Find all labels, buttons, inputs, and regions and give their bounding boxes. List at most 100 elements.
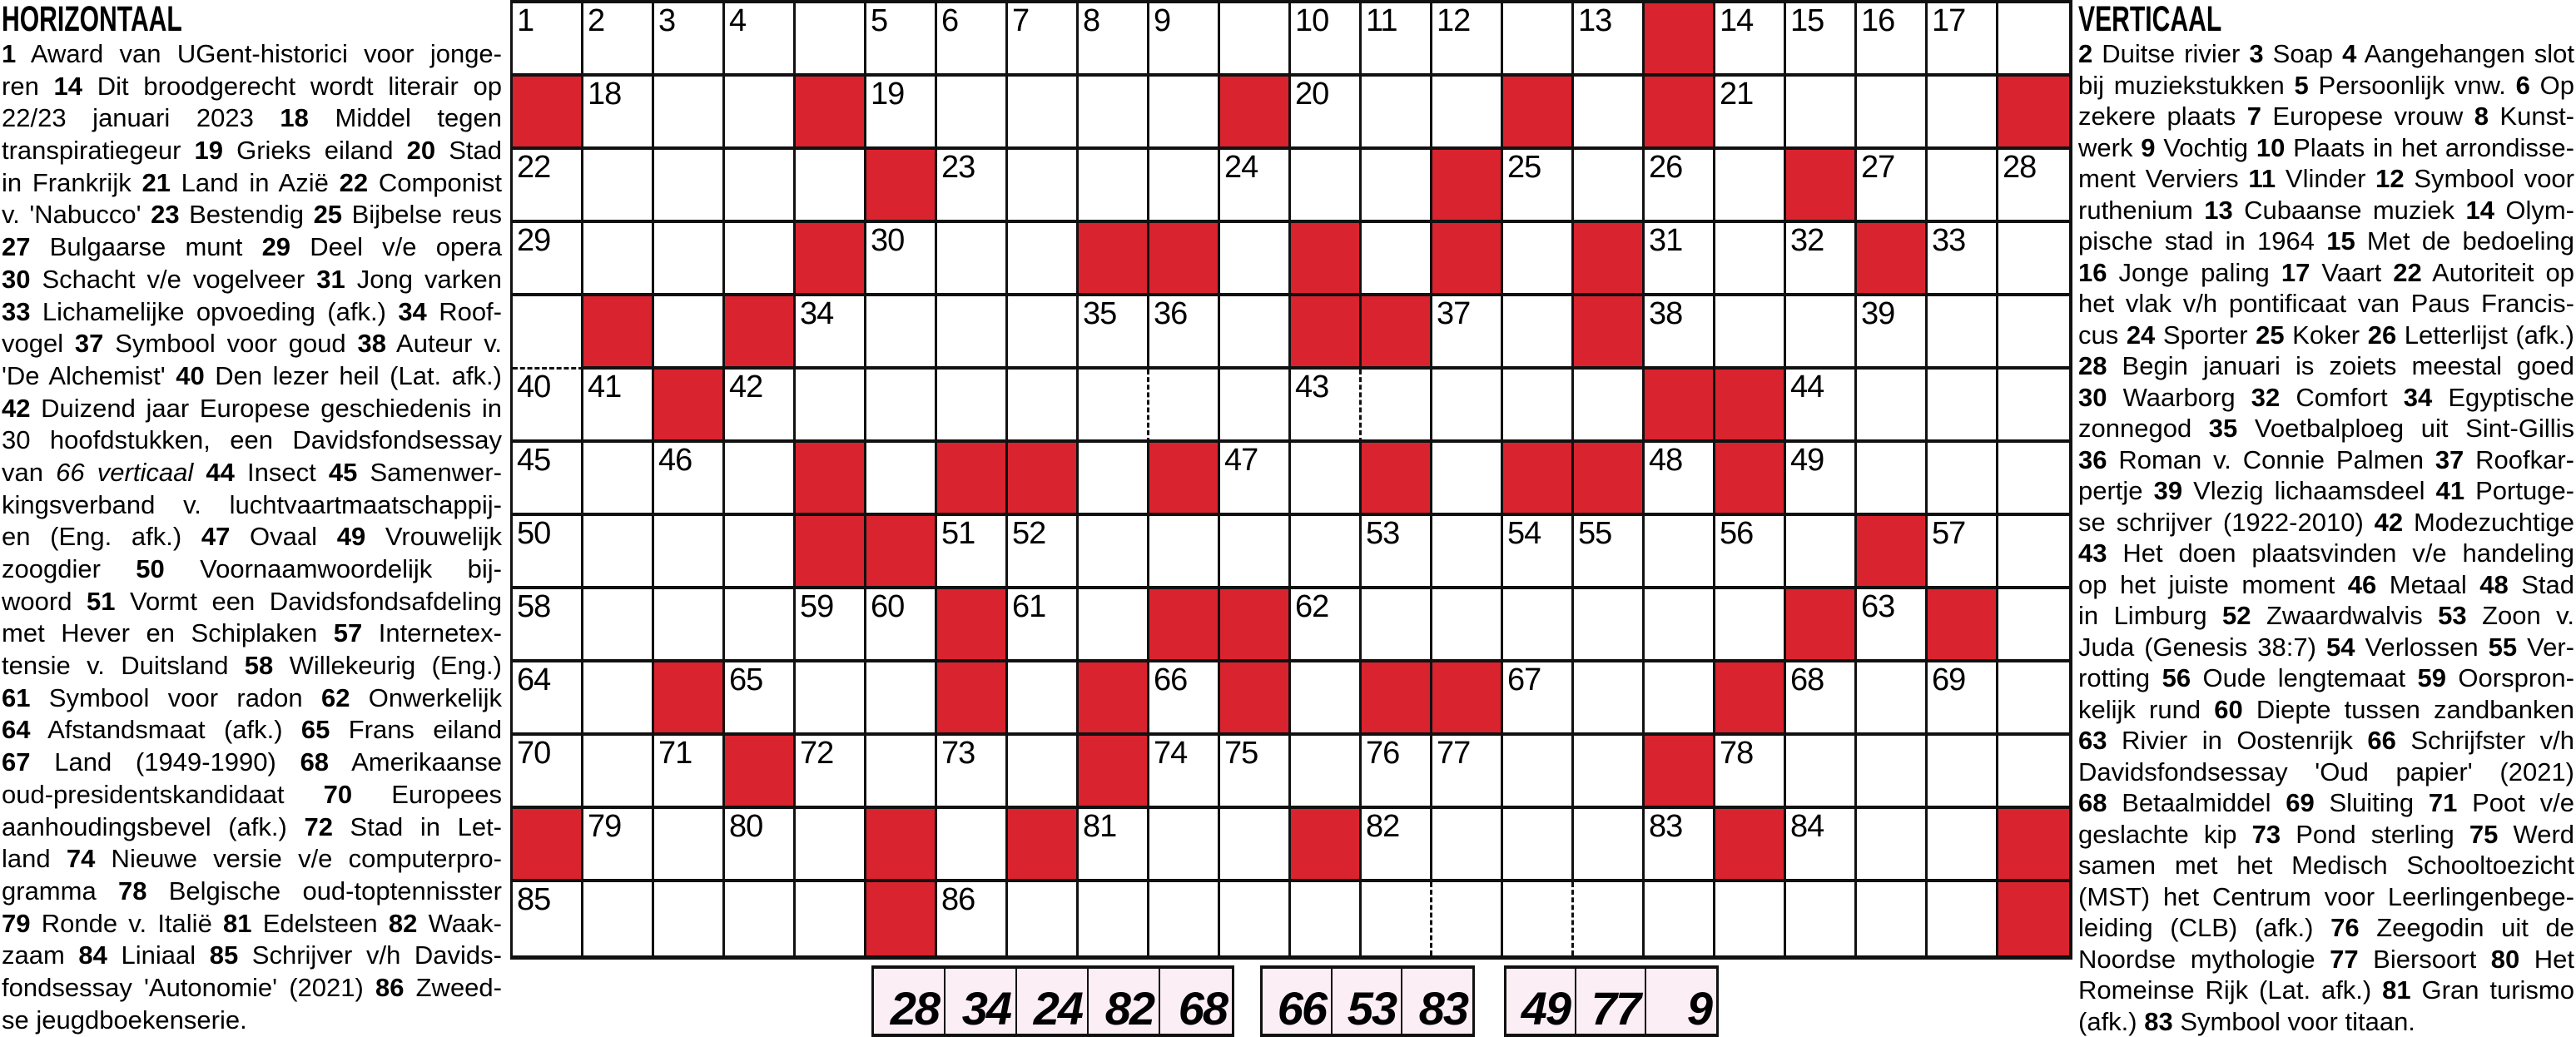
grid-cell[interactable]: [796, 662, 866, 736]
grid-cell[interactable]: [725, 150, 796, 223]
solution-letter-box[interactable]: 83: [1402, 969, 1472, 1034]
grid-cell[interactable]: 50: [513, 516, 583, 589]
grid-cell[interactable]: [583, 882, 654, 955]
grid-cell[interactable]: [583, 150, 654, 223]
grid-cell[interactable]: [1574, 370, 1645, 443]
grid-cell[interactable]: 21: [1715, 77, 1786, 150]
grid-cell[interactable]: 45: [513, 443, 583, 516]
grid-cell[interactable]: 80: [725, 809, 796, 882]
grid-cell[interactable]: [1079, 516, 1149, 589]
grid-cell[interactable]: 81: [1079, 809, 1149, 882]
grid-cell[interactable]: [1291, 443, 1362, 516]
grid-cell[interactable]: [1928, 296, 1998, 370]
grid-cell[interactable]: [866, 296, 937, 370]
grid-cell[interactable]: 41: [583, 370, 654, 443]
grid-cell[interactable]: 71: [654, 736, 725, 809]
grid-cell[interactable]: [1574, 150, 1645, 223]
grid-cell[interactable]: [1857, 370, 1928, 443]
grid-cell[interactable]: 77: [1432, 736, 1503, 809]
grid-cell[interactable]: [1008, 77, 1079, 150]
grid-cell[interactable]: [1149, 882, 1220, 955]
grid-cell[interactable]: 58: [513, 589, 583, 662]
grid-cell[interactable]: 12: [1432, 3, 1503, 77]
grid-cell[interactable]: [1079, 589, 1149, 662]
solution-letter-box[interactable]: 24: [1017, 969, 1089, 1034]
grid-cell[interactable]: 6: [937, 3, 1008, 77]
grid-cell[interactable]: 3: [654, 3, 725, 77]
grid-cell[interactable]: [1786, 516, 1857, 589]
grid-cell[interactable]: [1079, 77, 1149, 150]
grid-cell[interactable]: [1998, 223, 2069, 296]
grid-cell[interactable]: [1715, 150, 1786, 223]
grid-cell[interactable]: 47: [1220, 443, 1291, 516]
grid-cell[interactable]: 44: [1786, 370, 1857, 443]
grid-cell[interactable]: [583, 589, 654, 662]
grid-cell[interactable]: 74: [1149, 736, 1220, 809]
grid-cell[interactable]: 30: [866, 223, 937, 296]
grid-cell[interactable]: [1786, 296, 1857, 370]
grid-cell[interactable]: 82: [1362, 809, 1432, 882]
grid-cell[interactable]: [1503, 296, 1574, 370]
grid-cell[interactable]: [1503, 589, 1574, 662]
grid-cell[interactable]: [1503, 223, 1574, 296]
grid-cell[interactable]: [654, 882, 725, 955]
grid-cell[interactable]: [725, 443, 796, 516]
grid-cell[interactable]: [1503, 3, 1574, 77]
grid-cell[interactable]: [1998, 3, 2069, 77]
grid-cell[interactable]: [654, 516, 725, 589]
grid-cell[interactable]: 13: [1574, 3, 1645, 77]
grid-cell[interactable]: 16: [1857, 3, 1928, 77]
grid-cell[interactable]: [1008, 882, 1079, 955]
grid-cell[interactable]: 39: [1857, 296, 1928, 370]
grid-cell[interactable]: [796, 809, 866, 882]
grid-cell[interactable]: [725, 882, 796, 955]
grid-cell[interactable]: [866, 662, 937, 736]
grid-cell[interactable]: [1503, 882, 1574, 955]
grid-cell[interactable]: [654, 150, 725, 223]
grid-cell[interactable]: [1291, 516, 1362, 589]
grid-cell[interactable]: 46: [654, 443, 725, 516]
grid-cell[interactable]: [937, 296, 1008, 370]
solution-letter-box[interactable]: 82: [1089, 969, 1160, 1034]
grid-cell[interactable]: [1998, 516, 2069, 589]
grid-cell[interactable]: [1645, 882, 1715, 955]
grid-cell[interactable]: [583, 736, 654, 809]
grid-cell[interactable]: [1857, 882, 1928, 955]
grid-cell[interactable]: [725, 223, 796, 296]
grid-cell[interactable]: 78: [1715, 736, 1786, 809]
grid-cell[interactable]: [1220, 516, 1291, 589]
grid-cell[interactable]: 8: [1079, 3, 1149, 77]
solution-letter-box[interactable]: 53: [1333, 969, 1402, 1034]
grid-cell[interactable]: 36: [1149, 296, 1220, 370]
grid-cell[interactable]: 26: [1645, 150, 1715, 223]
grid-cell[interactable]: [583, 516, 654, 589]
grid-cell[interactable]: [1362, 882, 1432, 955]
grid-cell[interactable]: 64: [513, 662, 583, 736]
grid-cell[interactable]: 85: [513, 882, 583, 955]
grid-cell[interactable]: 14: [1715, 3, 1786, 77]
grid-cell[interactable]: [1432, 370, 1503, 443]
grid-cell[interactable]: [1928, 77, 1998, 150]
grid-cell[interactable]: [1857, 77, 1928, 150]
grid-cell[interactable]: [1220, 882, 1291, 955]
solution-letter-box[interactable]: 28: [874, 969, 946, 1034]
grid-cell[interactable]: 18: [583, 77, 654, 150]
grid-cell[interactable]: 72: [796, 736, 866, 809]
grid-cell[interactable]: 70: [513, 736, 583, 809]
grid-cell[interactable]: [1857, 736, 1928, 809]
grid-cell[interactable]: 55: [1574, 516, 1645, 589]
grid-cell[interactable]: [1503, 370, 1574, 443]
grid-cell[interactable]: [1220, 370, 1291, 443]
grid-cell[interactable]: [1998, 589, 2069, 662]
grid-cell[interactable]: 53: [1362, 516, 1432, 589]
grid-cell[interactable]: [1008, 370, 1079, 443]
grid-cell[interactable]: [1715, 882, 1786, 955]
grid-cell[interactable]: [725, 516, 796, 589]
solution-letter-box[interactable]: 68: [1160, 969, 1232, 1034]
grid-cell[interactable]: [1291, 736, 1362, 809]
grid-cell[interactable]: [1008, 150, 1079, 223]
grid-cell[interactable]: [1432, 443, 1503, 516]
grid-cell[interactable]: 83: [1645, 809, 1715, 882]
grid-cell[interactable]: [1574, 809, 1645, 882]
grid-cell[interactable]: [1149, 370, 1220, 443]
